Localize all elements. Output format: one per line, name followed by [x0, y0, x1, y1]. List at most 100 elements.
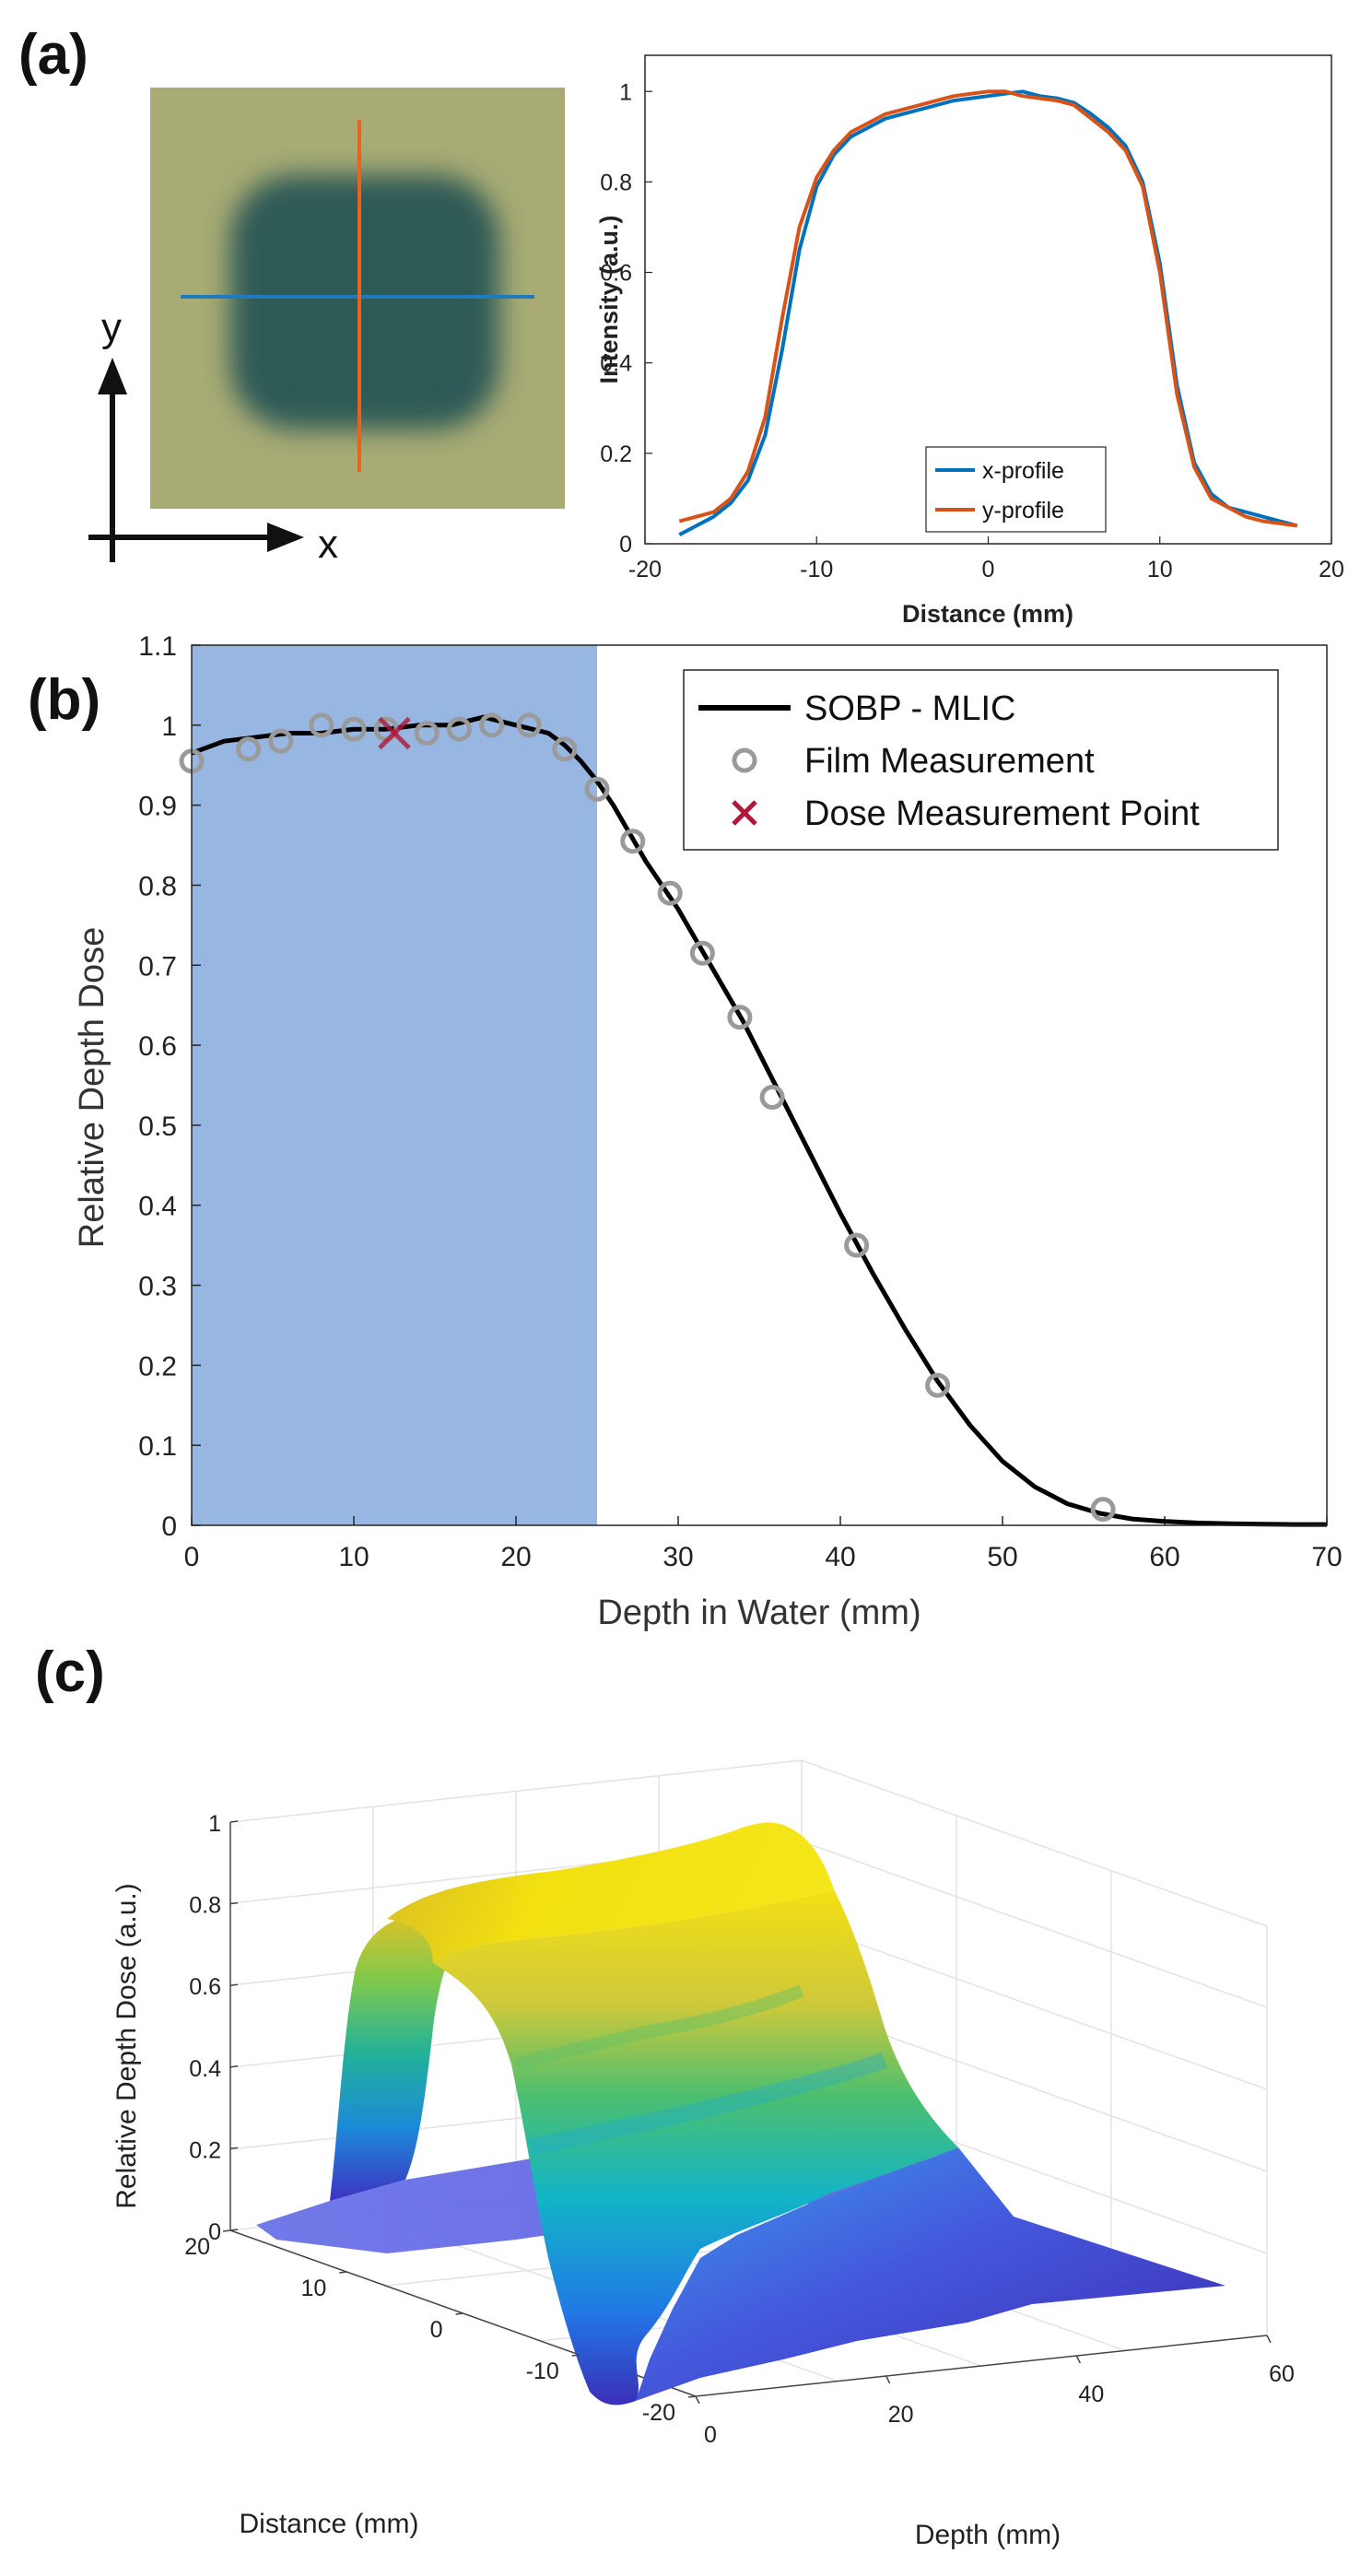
- dose-spot: [230, 175, 499, 429]
- surface-z-tick: [229, 1820, 239, 1823]
- depth-dose-y-label: Relative Depth Dose: [73, 927, 111, 1249]
- sobp-shaded-region: [192, 645, 597, 1525]
- surface-distance-tick-label: -10: [526, 2358, 559, 2384]
- profiles-y-tick-label: 0: [619, 532, 632, 558]
- profiles-x-label: Distance (mm): [902, 600, 1073, 628]
- legend-swatch-dose-point-icon: [732, 800, 757, 826]
- surface-z-tick: [229, 1901, 239, 1905]
- surface-depth-tick: [695, 2395, 700, 2405]
- surface-depth-tick: [1266, 2335, 1272, 2344]
- legend-x-profile: x-profile: [982, 458, 1064, 484]
- depth-dose-legend: SOBP - MLIC Film Measurement Dose Measur…: [683, 669, 1279, 851]
- profiles-x-tick-label: -20: [628, 557, 662, 582]
- profiles-y-tick-label: 0.4: [600, 351, 632, 377]
- surface-z-tick-label: 0.4: [189, 2056, 221, 2082]
- surface-distance-tick-label: -20: [642, 2400, 675, 2426]
- depth-dose-plot-area: [191, 644, 1328, 1526]
- depth-dose-y-tick-label: 0.9: [138, 792, 177, 822]
- depth-dose-x-tick-label: 10: [338, 1542, 369, 1572]
- depth-dose-y-tick-label: 0.5: [138, 1112, 177, 1142]
- surface-depth-tick: [1075, 2355, 1082, 2364]
- depth-dose-x-tick-label: 60: [1149, 1542, 1179, 1572]
- surface-z-tick: [229, 2229, 239, 2231]
- profiles-y-tick-label: 0.2: [600, 441, 632, 467]
- surface-depth-tick-label: 0: [704, 2422, 717, 2448]
- depth-dose-x-tick-label: 40: [825, 1542, 855, 1572]
- y-arrow-icon: [98, 358, 127, 394]
- film-measurement-point: [727, 1005, 753, 1030]
- surface-z-tick: [229, 1983, 239, 1986]
- profiles-legend: x-profile y-profile: [925, 446, 1107, 533]
- film-measurement-point: [925, 1372, 951, 1398]
- surface-z-tick: [229, 2147, 239, 2150]
- legend-film: Film Measurement: [804, 742, 1095, 781]
- surface-z-tick-label: 0.8: [189, 1893, 221, 1919]
- surface-z-tick-label: 0: [208, 2219, 221, 2245]
- surface-distance-tick: [687, 2395, 697, 2398]
- profiles-y-label: Intensity (a.u.): [595, 215, 623, 383]
- surface-depth-label: Depth (mm): [915, 2520, 1061, 2550]
- surface-distance-tick: [222, 2229, 231, 2232]
- depth-dose-y-tick-label: 1: [161, 712, 177, 742]
- surface-depth-tick-label: 20: [888, 2402, 914, 2428]
- profiles-x-tick-label: 0: [982, 557, 995, 582]
- depth-dose-y-tick-label: 0.1: [138, 1431, 177, 1462]
- surface-z-tick-label: 0.2: [189, 2137, 221, 2163]
- surface-distance-tick-label: 0: [430, 2317, 443, 2343]
- film-measurement-point: [268, 728, 294, 754]
- x-arrow-icon: [267, 523, 304, 552]
- film-measurement-point: [309, 712, 334, 738]
- film-measurement-point: [620, 829, 646, 854]
- film-measurement-point: [689, 940, 715, 966]
- film-measurement-point: [844, 1232, 870, 1258]
- surface-z-tick: [229, 2065, 239, 2068]
- panel-label-c: (c): [35, 1641, 105, 1704]
- depth-dose-x-tick-label: 30: [663, 1542, 693, 1572]
- y-axis-label: y: [101, 305, 122, 350]
- surface-depth-tick-label: 40: [1078, 2382, 1104, 2407]
- surface-distance-tick: [455, 2312, 463, 2315]
- film-measurement-point: [552, 736, 578, 762]
- profiles-y-tick-label: 1: [619, 79, 632, 105]
- legend-swatch-film: [732, 747, 757, 773]
- profiles-x-tick-label: 20: [1319, 557, 1344, 582]
- film-axes: y x: [88, 305, 338, 567]
- surface-z-label: Relative Depth Dose (a.u.): [111, 1883, 142, 2209]
- film-measurement-point: [236, 736, 262, 762]
- surface-z-tick-label: 0.6: [189, 1974, 221, 2000]
- profiles-x-tick-label: 10: [1147, 557, 1173, 582]
- legend-sobp: SOBP - MLIC: [804, 689, 1015, 728]
- film-measurement-point: [516, 712, 542, 738]
- film-measurement-point: [414, 721, 440, 746]
- depth-dose-x-tick-label: 70: [1311, 1542, 1342, 1572]
- depth-dose-y-tick-label: 0.8: [138, 871, 177, 901]
- film-measurement-point: [584, 776, 610, 802]
- surface-distance-tick: [571, 2354, 580, 2357]
- depth-dose-y-tick-label: 0.7: [138, 951, 177, 982]
- surface: [256, 1822, 1225, 2405]
- series-y-profile: [678, 89, 1298, 528]
- legend-y-profile: y-profile: [982, 498, 1064, 523]
- film-measurement-point: [1090, 1497, 1116, 1523]
- film-measurement-point: [479, 712, 505, 738]
- surface-depth-tick-label: 60: [1269, 2361, 1295, 2387]
- profiles-y-tick-label: 0.8: [600, 170, 632, 195]
- surface-distance-tick-label: 10: [300, 2276, 326, 2301]
- legend-dose-point: Dose Measurement Point: [804, 794, 1200, 833]
- depth-dose-x-tick-label: 0: [184, 1542, 200, 1572]
- depth-dose-y-tick-label: 1.1: [138, 631, 177, 662]
- surface-z-tick-label: 1: [208, 1811, 221, 1837]
- depth-dose-y-tick-label: 0: [161, 1511, 177, 1542]
- depth-dose-y-tick-label: 0.3: [138, 1272, 177, 1302]
- surface-depth-tick: [885, 2375, 891, 2384]
- profiles-y-tick-label: 0.6: [600, 261, 632, 287]
- depth-dose-x-label: Depth in Water (mm): [597, 1594, 921, 1632]
- x-axis-label: x: [318, 522, 338, 567]
- depth-dose-x-tick-label: 20: [500, 1542, 531, 1572]
- panel-label-b: (b): [28, 668, 100, 732]
- surface-distance-tick: [339, 2271, 347, 2274]
- film-measurement-point: [759, 1085, 785, 1111]
